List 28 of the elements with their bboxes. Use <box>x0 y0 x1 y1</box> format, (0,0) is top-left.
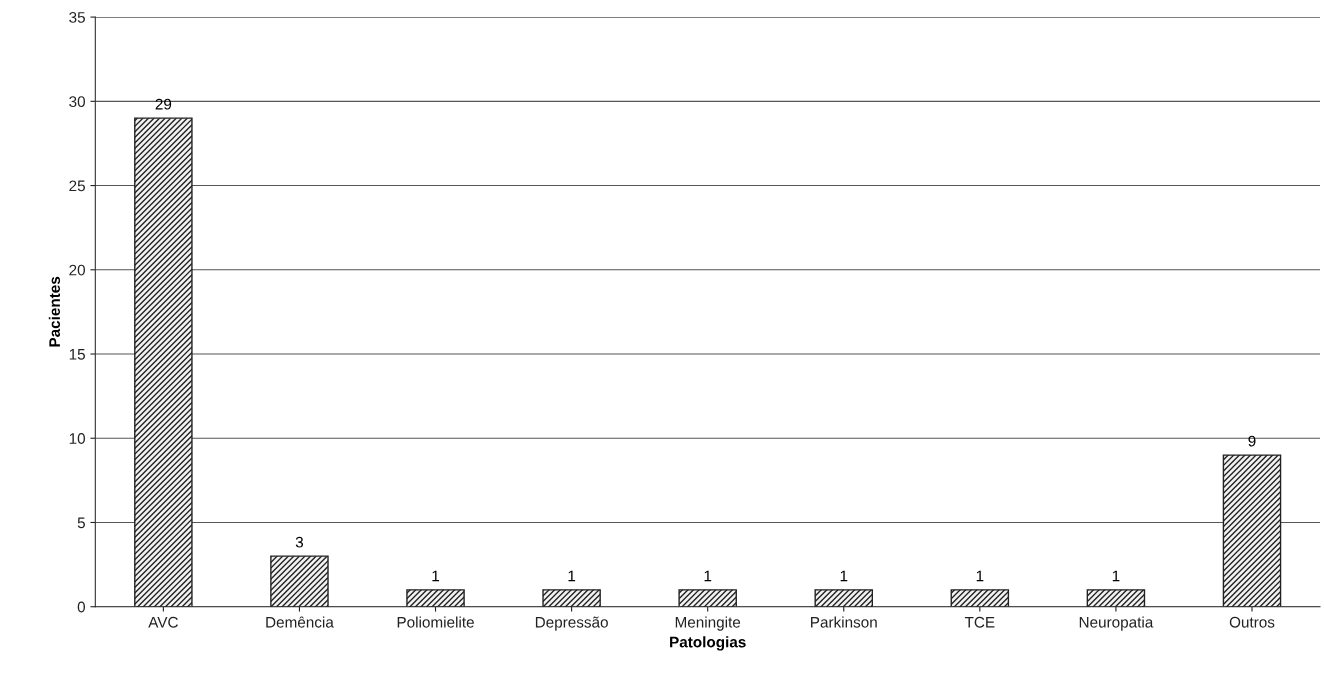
data-label: 1 <box>704 570 712 582</box>
y-tick-label: 15 <box>69 349 85 360</box>
x-tick-label: Neuropatia <box>1079 616 1154 631</box>
data-label: 1 <box>1112 570 1120 582</box>
y-tick-label: 25 <box>69 180 85 192</box>
data-label: 1 <box>976 570 984 582</box>
data-label: 9 <box>1248 435 1256 447</box>
y-tick-label: 10 <box>69 433 86 444</box>
y-axis-title: Pacientes <box>48 276 61 347</box>
data-label: 1 <box>432 570 440 582</box>
x-axis-title: Patologias <box>670 636 746 651</box>
data-label: 1 <box>840 570 848 582</box>
y-tick-label: 35 <box>69 11 85 23</box>
x-tick-label: Demência <box>266 616 334 628</box>
data-label: 1 <box>568 570 576 582</box>
x-tick-label: Outros <box>1229 616 1275 628</box>
y-tick-label: 20 <box>69 264 86 276</box>
x-tick-label: Meningite <box>675 616 741 631</box>
y-tick-label: 5 <box>77 517 85 529</box>
data-label: 29 <box>155 98 172 110</box>
y-tick-label: 0 <box>77 601 86 613</box>
x-tick-label: Parkinson <box>811 616 877 628</box>
x-tick-label: TCE <box>964 616 995 628</box>
x-tick-label: Poliomielite <box>397 616 474 628</box>
data-label: 3 <box>295 536 304 548</box>
y-tick-label: 30 <box>69 96 86 108</box>
x-tick-label: Depressão <box>535 616 608 631</box>
x-tick-label: AVC <box>148 616 178 628</box>
